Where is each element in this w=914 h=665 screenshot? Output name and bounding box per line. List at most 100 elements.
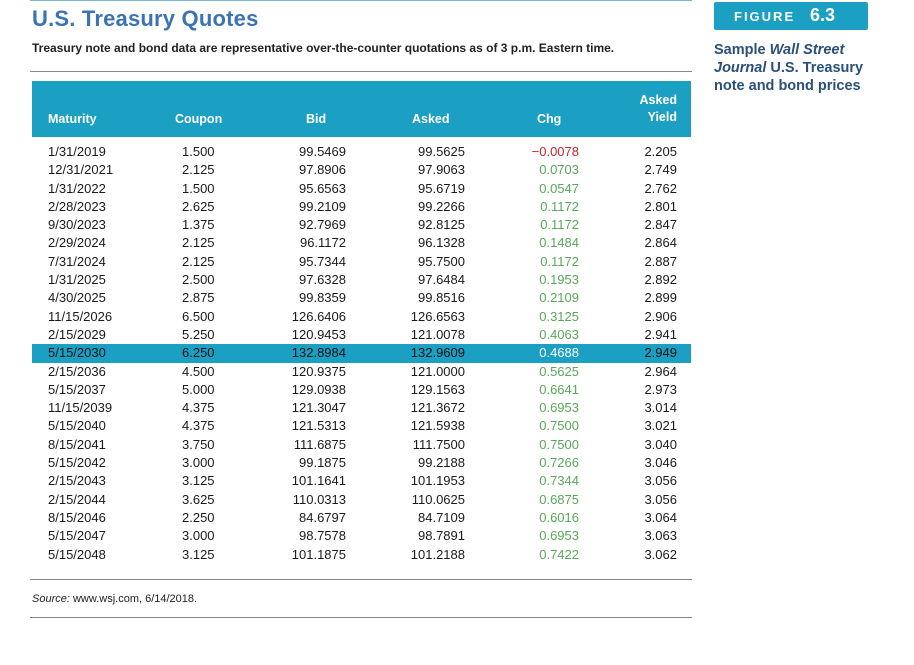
source-label: Source: [32,593,70,605]
cell-maturity: 2/15/2036 [48,363,106,379]
cell-asked-yield: 2.864 [644,235,677,251]
cell-asked: 97.9063 [418,162,465,178]
cell-asked: 92.8125 [418,217,465,233]
col-header-chg: Chg [537,112,562,126]
cell-coupon: 3.125 [182,546,215,562]
cell-asked: 99.2188 [418,455,465,471]
page-subtitle: Treasury note and bond data are represen… [32,41,615,55]
cell-asked-yield: 3.021 [644,418,677,434]
table-row: 11/15/2039 4.375 121.3047 121.3672 0.6953 3.0… [32,399,691,417]
cell-coupon: 5.000 [182,381,215,397]
col-header-asked-yield-line2: Yield [647,110,677,124]
cell-asked: 121.3672 [410,400,465,416]
cell-chg: 0.1172 [540,253,579,269]
cell-asked-yield: 2.964 [644,363,677,379]
cell-maturity: 2/15/2044 [48,491,106,507]
cell-coupon: 1.375 [182,217,215,233]
table-row: 2/15/2029 5.250 120.9453 121.0078 0.4063 2.94… [32,326,691,344]
caption-part1: Sample [714,42,770,58]
cell-chg: 0.3125 [539,308,579,324]
table-body: 1/31/2019 1.500 99.5469 99.5625 −0.0078 2.205… [32,143,691,564]
cell-asked-yield: 3.014 [644,400,677,416]
table-row: 2/29/2024 2.125 96.1172 96.1328 0.1484 2.864 [32,234,691,252]
table-row-highlighted: 5/15/2030 6.250 132.8984 132.9609 0.4688 2.94… [32,344,691,363]
cell-coupon: 1.500 [182,144,215,159]
table-row: 5/15/2040 4.375 121.5313 121.5938 0.7500 3.02… [32,417,691,435]
col-header-asked: Asked [412,112,450,126]
cell-maturity: 1/31/2022 [48,180,106,196]
cell-asked: 98.7891 [418,528,465,544]
cell-maturity: 8/15/2046 [48,509,106,525]
end-rule [30,617,692,618]
cell-asked: 84.7109 [418,509,465,525]
cell-asked-yield: 3.046 [644,455,677,471]
cell-chg: 0.4688 [539,345,579,361]
col-header-asked-yield-line1: Asked [639,93,677,107]
cell-asked: 95.7500 [418,253,465,269]
cell-coupon: 6.500 [182,308,215,324]
cell-asked: 110.0625 [411,491,465,507]
col-header-coupon: Coupon [175,112,223,126]
cell-maturity: 2/28/2023 [48,198,106,214]
cell-asked-yield: 2.892 [644,272,677,288]
cell-asked-yield: 3.063 [644,528,677,544]
cell-asked-yield: 2.899 [644,290,677,306]
cell-asked: 101.2188 [410,546,465,562]
cell-coupon: 3.125 [182,473,215,489]
table-row: 2/15/2043 3.125 101.1641 101.1953 0.7344 3.05… [32,472,691,490]
source-text: www.wsj.com, 6/14/2018. [69,593,198,605]
page-title: U.S. Treasury Quotes [32,6,259,31]
cell-asked-yield: 2.749 [644,162,677,178]
cell-maturity: 2/15/2029 [48,326,106,342]
cell-coupon: 1.500 [182,180,215,196]
cell-bid: 99.8359 [299,290,346,306]
cell-bid: 129.0938 [291,381,346,397]
cell-maturity: 5/15/2048 [48,546,106,562]
cell-asked-yield: 3.062 [644,546,677,562]
table-row: 5/15/2042 3.000 99.1875 99.2188 0.7266 3.046 [32,454,691,472]
cell-bid: 97.8906 [299,162,346,178]
cell-coupon: 3.000 [182,528,215,544]
cell-coupon: 4.500 [182,363,215,379]
cell-bid: 99.1875 [299,455,346,471]
cell-chg: 0.1172 [540,217,579,233]
table-row: 2/15/2036 4.500 120.9375 121.0000 0.5625 2.96… [32,363,691,381]
cell-coupon: 2.125 [182,162,215,178]
cell-chg: 0.1953 [539,272,579,288]
cell-chg: 0.6953 [539,528,579,544]
cell-asked-yield: 3.056 [644,491,677,507]
cell-coupon: 2.625 [182,198,215,214]
cell-maturity: 5/15/2042 [48,455,106,471]
figure-caption: Sample Wall Street Journal U.S. Treasury… [714,41,894,95]
table-row: 9/30/2023 1.375 92.7969 92.8125 0.1172 2.847 [32,216,691,234]
cell-maturity: 7/31/2024 [48,253,106,269]
table-row: 5/15/2048 3.125 101.1875 101.2188 0.7422 3.06… [32,546,691,564]
cell-maturity: 5/15/2040 [48,418,106,434]
cell-coupon: 4.375 [182,418,215,434]
cell-coupon: 3.625 [182,491,215,507]
table-row: 2/15/2044 3.625 110.0313 110.0625 0.6875 3.05… [32,491,691,509]
cell-bid: 99.2109 [299,198,346,214]
cell-asked-yield: 2.949 [644,345,677,361]
cell-bid: 101.1641 [291,473,346,489]
cell-asked-yield: 2.762 [644,180,677,196]
col-header-bid: Bid [306,112,327,126]
cell-bid: 84.6797 [299,509,346,525]
table-row: 1/31/2022 1.500 95.6563 95.6719 0.0547 2.762 [32,180,691,198]
table-row: 11/15/2026 6.500 126.6406 126.6563 0.3125 2.9… [32,308,691,326]
figure-number: 6.3 [810,5,836,25]
cell-asked-yield: 3.056 [644,473,677,489]
cell-asked-yield: 2.906 [644,308,677,324]
cell-chg: 0.2109 [539,290,579,306]
cell-chg: 0.0703 [539,162,579,178]
cell-bid: 121.5313 [291,418,346,434]
col-header-asked-yield: Asked Yield [639,92,677,126]
cell-coupon: 5.250 [182,326,215,342]
table-row: 5/15/2037 5.000 129.0938 129.1563 0.6641 2.97… [32,381,691,399]
table-row: 8/15/2041 3.750 111.6875 111.7500 0.7500 3.04… [32,436,691,454]
cell-asked-yield: 2.887 [644,253,677,269]
cell-maturity: 2/15/2043 [48,473,106,489]
cell-maturity: 4/30/2025 [48,290,106,306]
cell-asked: 97.6484 [418,272,465,288]
cell-asked: 121.0078 [410,326,465,342]
